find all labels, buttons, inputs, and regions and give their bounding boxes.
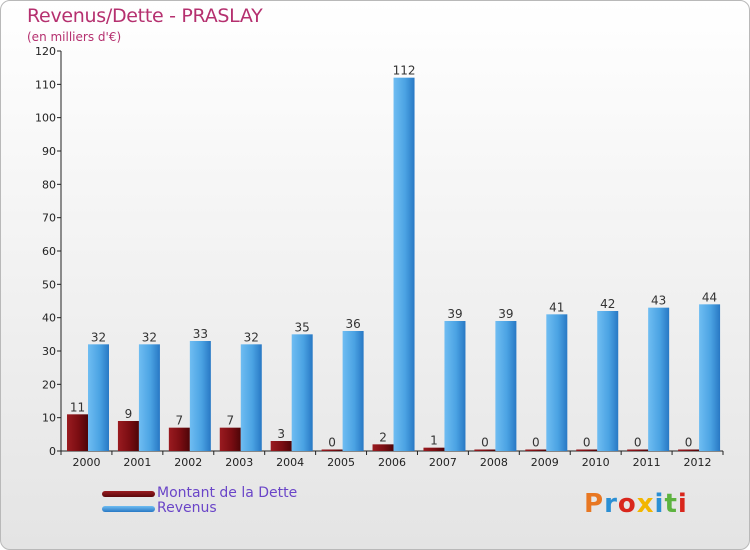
data-label-revenus-2005: 36	[345, 317, 360, 331]
bar-dette-2009	[525, 449, 547, 451]
data-label-revenus-2011: 43	[651, 294, 666, 308]
bar-revenus-2012	[699, 304, 721, 451]
x-tick-label: 2001	[123, 456, 151, 469]
data-label-revenus-2009: 41	[549, 300, 564, 314]
logo-letter: t	[664, 489, 678, 519]
x-tick-label: 2010	[582, 456, 610, 469]
y-tick-label: 10	[42, 412, 56, 425]
bar-revenus-2009	[546, 314, 568, 451]
x-tick-label: 2007	[429, 456, 457, 469]
x-tick-label: 2003	[225, 456, 253, 469]
bar-revenus-2002	[189, 341, 211, 451]
y-tick-label: 40	[42, 312, 56, 325]
logo-letter: r	[604, 489, 618, 519]
x-tick-label: 2004	[276, 456, 304, 469]
bar-dette-2010	[576, 449, 598, 451]
y-tick-label: 80	[42, 178, 56, 191]
bar-revenus-2010	[597, 311, 619, 451]
data-label-dette-2011: 0	[634, 436, 642, 450]
bar-revenus-2001	[138, 344, 160, 451]
data-label-dette-2002: 7	[176, 414, 184, 428]
bar-revenus-2011	[648, 307, 670, 451]
x-tick-label: 2005	[327, 456, 355, 469]
y-tick-label: 20	[42, 378, 56, 391]
bar-dette-2004	[270, 441, 292, 451]
data-label-dette-2004: 3	[277, 427, 285, 441]
bar-dette-2002	[168, 427, 190, 451]
data-label-revenus-2010: 42	[600, 297, 615, 311]
bar-revenus-2007	[444, 321, 466, 451]
x-tick-label: 2000	[72, 456, 100, 469]
legend-swatch-debt	[102, 491, 155, 497]
y-tick-label: 50	[42, 278, 56, 291]
data-label-dette-2006: 2	[379, 430, 387, 444]
data-label-dette-2008: 0	[481, 436, 489, 450]
y-tick-label: 60	[42, 245, 56, 258]
data-label-revenus-2000: 32	[91, 330, 106, 344]
y-tick-label: 120	[35, 45, 56, 58]
data-label-revenus-2012: 44	[702, 290, 717, 304]
legend-label-revenus: Revenus	[157, 500, 217, 516]
bar-revenus-2006	[393, 77, 415, 452]
bar-dette-2006	[372, 444, 394, 451]
bar-dette-2005	[321, 449, 343, 451]
data-label-revenus-2008: 39	[498, 307, 513, 321]
bar-dette-2012	[678, 449, 700, 451]
bar-revenus-2004	[291, 334, 313, 451]
y-tick-label: 0	[49, 445, 56, 458]
x-tick-label: 2002	[174, 456, 202, 469]
bar-revenus-2003	[240, 344, 262, 451]
data-labels: 11 32 9 32 7 33 7 32 3 35 0 36 2 112 1 39 0 39 0 41 0 42 0 43 0 4…	[70, 64, 717, 450]
bar-revenus-2008	[495, 321, 517, 451]
y-tick-label: 30	[42, 345, 56, 358]
data-label-dette-2003: 7	[226, 414, 234, 428]
logo-letter: P	[584, 489, 605, 519]
logo-letter: x	[636, 489, 655, 519]
x-tick-label: 2006	[378, 456, 406, 469]
x-tick-label: 2011	[633, 456, 661, 469]
chart-title: Revenus/Dette - PRASLAY	[27, 5, 263, 27]
data-label-revenus-2007: 39	[447, 307, 462, 321]
bar-dette-2007	[423, 447, 445, 451]
legend-label-debt: Montant de la Dette	[157, 485, 298, 501]
y-tick-label: 70	[42, 212, 56, 225]
logo-letter: i	[677, 489, 688, 519]
data-label-dette-2007: 1	[430, 434, 438, 448]
proxiti-logo: Proxiti	[584, 489, 688, 519]
logo-letter: i	[654, 489, 665, 519]
x-tick-label: 2009	[531, 456, 559, 469]
y-tick-label: 110	[35, 78, 56, 91]
x-tick-label: 2008	[480, 456, 508, 469]
data-label-revenus-2004: 35	[295, 320, 310, 334]
bar-dette-2008	[474, 449, 496, 451]
bar-revenus-2000	[88, 344, 109, 451]
x-tick-label: 2012	[684, 456, 712, 469]
data-label-dette-2001: 9	[125, 407, 133, 421]
data-label-revenus-2001: 32	[142, 330, 157, 344]
legend-swatch-revenus	[102, 506, 155, 512]
chart-subtitle: (en milliers d'€)	[27, 30, 122, 44]
y-tick-label: 90	[42, 145, 56, 158]
data-label-dette-2005: 0	[328, 436, 336, 450]
bar-revenus-2005	[342, 331, 364, 451]
logo-letter: o	[617, 489, 637, 519]
bar-dette-2011	[627, 449, 649, 451]
bar-dette-2001	[117, 421, 139, 451]
data-label-dette-2010: 0	[583, 436, 591, 450]
bars	[67, 77, 721, 452]
data-label-dette-2000: 11	[70, 400, 85, 414]
data-label-dette-2012: 0	[685, 436, 693, 450]
data-label-revenus-2006: 112	[393, 64, 416, 78]
bar-dette-2003	[219, 427, 241, 451]
y-tick-label: 100	[35, 112, 56, 125]
data-label-revenus-2002: 33	[193, 327, 208, 341]
data-label-revenus-2003: 32	[244, 330, 259, 344]
data-label-dette-2009: 0	[532, 436, 540, 450]
bar-dette-2000	[67, 414, 88, 451]
